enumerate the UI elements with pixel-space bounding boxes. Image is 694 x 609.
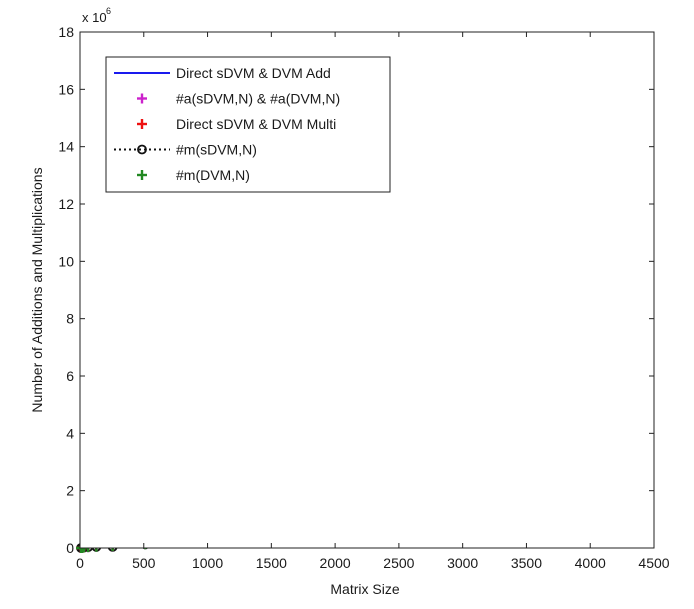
y-axis-multiplier-exponent: 6 bbox=[106, 6, 111, 16]
legend: Direct sDVM & DVM Add #a(sDVM,N) & #a(DVM… bbox=[105, 56, 391, 193]
x-tick-label: 0 bbox=[76, 555, 84, 571]
legend-label: #m(sDVM,N) bbox=[176, 142, 257, 158]
y-tick-label: 10 bbox=[58, 253, 74, 269]
y-axis-multiplier: x 10 bbox=[82, 10, 107, 25]
legend-label: #m(DVM,N) bbox=[176, 167, 250, 183]
y-tick-label: 4 bbox=[66, 425, 74, 441]
x-tick-label: 4000 bbox=[575, 555, 606, 571]
x-axis-label: Matrix Size bbox=[330, 581, 399, 597]
x-tick-label: 1000 bbox=[192, 555, 223, 571]
legend-swatch-marker bbox=[137, 93, 147, 104]
y-tick-label: 2 bbox=[66, 483, 74, 499]
legend-label: Direct sDVM & DVM Add bbox=[176, 65, 331, 81]
y-tick-label: 8 bbox=[66, 311, 74, 327]
y-tick-label: 0 bbox=[66, 540, 74, 556]
x-tick-label: 1500 bbox=[256, 555, 287, 571]
y-tick-label: 14 bbox=[58, 139, 74, 155]
y-tick-label: 12 bbox=[58, 196, 74, 212]
y-tick-label: 16 bbox=[58, 81, 74, 97]
x-tick-label: 2500 bbox=[383, 555, 414, 571]
y-axis-label: Number of Additions and Multiplications bbox=[29, 167, 45, 412]
legend-label: #a(sDVM,N) & #a(DVM,N) bbox=[176, 91, 340, 107]
x-tick-label: 3000 bbox=[447, 555, 478, 571]
legend-box bbox=[105, 56, 391, 193]
legend-swatch-marker bbox=[137, 144, 147, 155]
y-tick-label: 18 bbox=[58, 24, 74, 40]
x-tick-label: 4500 bbox=[638, 555, 669, 571]
x-tick-label: 3500 bbox=[511, 555, 542, 571]
x-tick-label: 2000 bbox=[320, 555, 351, 571]
x-tick-label: 500 bbox=[132, 555, 156, 571]
legend-swatch-marker bbox=[137, 170, 147, 180]
y-tick-label: 6 bbox=[66, 368, 74, 384]
legend-label: Direct sDVM & DVM Multi bbox=[176, 116, 336, 132]
legend-swatch-marker bbox=[137, 119, 147, 129]
